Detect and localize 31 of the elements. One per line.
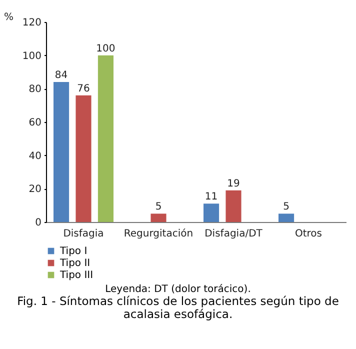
data-label: 19: [227, 178, 240, 190]
y-tick-label: 60: [28, 118, 42, 128]
data-label: 84: [54, 70, 68, 81]
y-tick-label: 40: [28, 150, 42, 162]
x-tick-label: Disfagia/DT: [204, 228, 264, 240]
legend-label: Tipo II: [59, 258, 90, 269]
bar: [54, 82, 70, 222]
bar: [226, 190, 242, 222]
x-tick-label: Regurgitación: [124, 228, 194, 240]
text: Fig. 1 - Síntomas clínicos de los pacientes según tipo de acalasia esofágica.: [16, 294, 340, 321]
bar: [204, 204, 220, 222]
bar: [150, 214, 166, 222]
bar: [98, 55, 114, 222]
y-axis-title: %: [4, 12, 14, 23]
legend-label: Tipo I: [59, 246, 88, 257]
text: Leyenda: DT (dolor torácico).: [104, 284, 252, 295]
y-tick-label: 80: [28, 84, 42, 96]
data-label: 76: [77, 83, 90, 94]
y-tick-label: 100: [22, 50, 42, 62]
legend-label: Tipo III: [59, 270, 94, 281]
x-tick-label: Disfagia: [63, 228, 104, 240]
bar: [278, 214, 294, 222]
y-tick-label: 120: [22, 18, 42, 28]
bar: [76, 95, 92, 222]
data-label: 11: [204, 192, 218, 203]
data-label: 5: [155, 202, 162, 213]
y-tick-label: 0: [35, 218, 42, 228]
data-label: 100: [96, 43, 116, 54]
x-tick-label: Otros: [294, 228, 322, 240]
y-tick-label: 20: [28, 184, 42, 196]
data-label: 5: [283, 202, 290, 213]
